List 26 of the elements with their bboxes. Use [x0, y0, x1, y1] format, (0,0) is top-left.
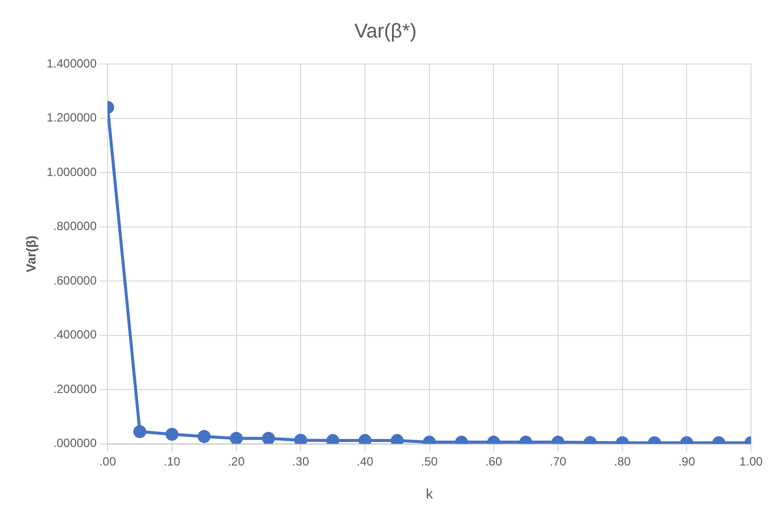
point [294, 434, 308, 444]
y-tick-label: .400000 [53, 328, 97, 342]
x-tick-label: .30 [292, 454, 310, 468]
y-tick-label: .000000 [53, 436, 97, 450]
x-tick-label: .80 [614, 454, 631, 468]
point [358, 434, 372, 444]
point [390, 434, 404, 444]
chart-title: Var(β*) [354, 20, 417, 43]
x-tick-label: .90 [678, 454, 696, 468]
y-axis-title: Var(β) [23, 235, 38, 272]
point [326, 434, 340, 444]
x-tick-label: 1.00 [739, 454, 763, 468]
x-tick-label: .50 [420, 454, 438, 468]
x-axis-title: k [426, 485, 434, 502]
x-tick-label: .70 [550, 454, 567, 468]
y-tick-label: .600000 [53, 273, 97, 288]
y-tick-label: 1.000000 [46, 164, 97, 179]
x-tick-label: .60 [485, 454, 502, 468]
y-tick-label: .200000 [53, 382, 97, 396]
y-tick-label: 1.400000 [46, 56, 97, 70]
y-tick-label: 1.200000 [46, 110, 97, 125]
x-tick-label: .40 [356, 454, 374, 468]
x-tick-label: .10 [164, 454, 181, 468]
x-tick-label: .00 [99, 454, 116, 468]
x-tick-label: .20 [228, 454, 245, 468]
y-tick-label: .800000 [53, 219, 97, 234]
